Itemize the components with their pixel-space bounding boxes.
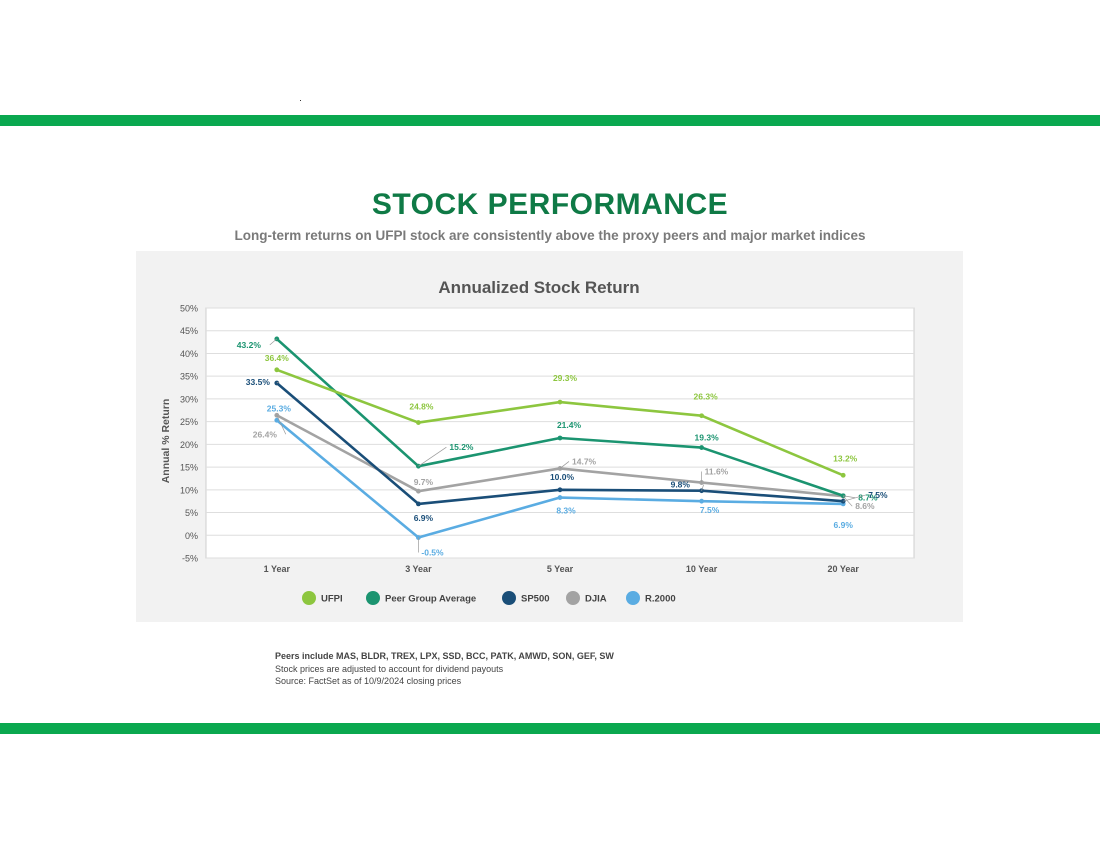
- legend-label: SP500: [521, 594, 550, 605]
- data-label: 6.9%: [414, 513, 434, 523]
- data-point: [557, 495, 563, 500]
- data-point: [699, 480, 704, 485]
- data-point: [699, 413, 704, 419]
- legend-label: UFPI: [321, 594, 343, 605]
- data-label: 33.5%: [246, 377, 271, 387]
- footnote-dividends: Stock prices are adjusted to account for…: [275, 663, 504, 674]
- data-point: [699, 488, 704, 494]
- data-label: 10.0%: [550, 472, 575, 482]
- data-point: [840, 493, 846, 499]
- data-label: 19.3%: [695, 433, 720, 443]
- legend-marker: [366, 591, 380, 605]
- legend: UFPI Peer Group Average SP500 DJIA R.2000: [302, 591, 676, 605]
- y-tick-label: 50%: [180, 304, 198, 314]
- data-label: 9.7%: [414, 477, 434, 487]
- y-tick-label: 15%: [180, 463, 198, 473]
- y-tick-label: 40%: [180, 349, 198, 359]
- top-green-band: [0, 115, 1100, 126]
- data-label: 11.6%: [705, 467, 729, 477]
- plot-area: [205, 307, 915, 559]
- data-label: 21.4%: [557, 420, 582, 430]
- data-point: [557, 435, 563, 441]
- y-tick-label: 30%: [180, 394, 198, 404]
- label-leader: [276, 415, 287, 435]
- footnote-peers: Peers include MAS, BLDR, TREX, LPX, SSD,…: [275, 651, 614, 661]
- data-point: [840, 472, 846, 478]
- y-tick-label: 20%: [180, 440, 198, 450]
- data-label: -0.5%: [421, 548, 444, 558]
- y-tick-label: 0%: [185, 531, 198, 541]
- legend-marker: [626, 591, 640, 605]
- x-tick-label: 10 Year: [686, 564, 718, 574]
- y-axis-label: Annual % Return: [160, 399, 172, 484]
- data-label: 7.5%: [868, 490, 888, 500]
- y-tick-label: 10%: [180, 485, 198, 495]
- legend-label: DJIA: [585, 594, 607, 605]
- label-leader: [418, 446, 447, 467]
- label-leader: [559, 461, 570, 469]
- legend-marker: [302, 591, 316, 605]
- x-tick-label: 3 Year: [405, 564, 432, 574]
- data-point: [416, 420, 421, 425]
- stray-dot: [300, 100, 301, 101]
- x-tick-label: 5 Year: [547, 564, 574, 574]
- chart-panel: Annualized Stock Return Annual % Return …: [136, 251, 963, 622]
- data-point: [699, 498, 704, 504]
- data-label: 15.2%: [449, 442, 474, 452]
- label-leader: [842, 495, 853, 507]
- data-label: 24.8%: [409, 402, 434, 412]
- data-point: [416, 535, 421, 540]
- x-tick-label: 20 Year: [828, 564, 860, 574]
- chart-title: Annualized Stock Return: [438, 278, 639, 297]
- bottom-green-band: [0, 723, 1100, 734]
- data-point: [274, 417, 280, 423]
- legend-label: Peer Group Average: [385, 594, 476, 605]
- data-label: 25.3%: [267, 403, 292, 413]
- data-point: [699, 445, 704, 450]
- page-title: STOCK PERFORMANCE: [371, 188, 729, 221]
- data-point: [274, 367, 280, 373]
- footnote-source: Source: FactSet as of 10/9/2024 closing …: [275, 676, 462, 686]
- y-tick-label: 35%: [180, 372, 198, 382]
- y-tick-label: -5%: [182, 554, 198, 564]
- data-label: 8.6%: [855, 501, 875, 511]
- label-leader: [843, 495, 856, 499]
- label-leader: [269, 338, 278, 346]
- data-label: 13.2%: [833, 453, 858, 463]
- y-tick-label: 5%: [185, 508, 198, 518]
- data-label: 36.4%: [265, 353, 290, 363]
- y-tick-label: 45%: [180, 326, 198, 336]
- data-label: 29.3%: [553, 373, 578, 383]
- legend-marker: [566, 591, 580, 605]
- data-label: 26.4%: [253, 429, 278, 439]
- data-point: [557, 487, 563, 493]
- label-leader: [276, 381, 279, 384]
- data-point: [416, 488, 421, 494]
- data-point: [416, 501, 421, 507]
- data-label: 8.3%: [556, 506, 576, 516]
- data-label: 9.8%: [671, 480, 691, 490]
- line-chart: Annualized Stock Return Annual % Return …: [160, 278, 915, 605]
- page-subtitle: Long-term returns on UFPI stock are cons…: [234, 228, 866, 243]
- data-point: [840, 498, 846, 504]
- legend-marker: [502, 591, 516, 605]
- label-leader: [701, 484, 704, 491]
- x-tick-label: 1 Year: [264, 564, 291, 574]
- legend-label: R.2000: [645, 594, 676, 605]
- data-point: [557, 399, 563, 405]
- data-label: 26.3%: [694, 392, 719, 402]
- data-label: 6.9%: [834, 520, 854, 530]
- data-label: 7.5%: [700, 505, 720, 515]
- data-label: 8.7%: [858, 493, 878, 503]
- y-tick-label: 25%: [180, 417, 198, 427]
- footnotes: Peers include MAS, BLDR, TREX, LPX, SSD,…: [275, 650, 614, 688]
- data-label: 14.7%: [572, 456, 597, 466]
- data-label: 43.2%: [237, 340, 262, 350]
